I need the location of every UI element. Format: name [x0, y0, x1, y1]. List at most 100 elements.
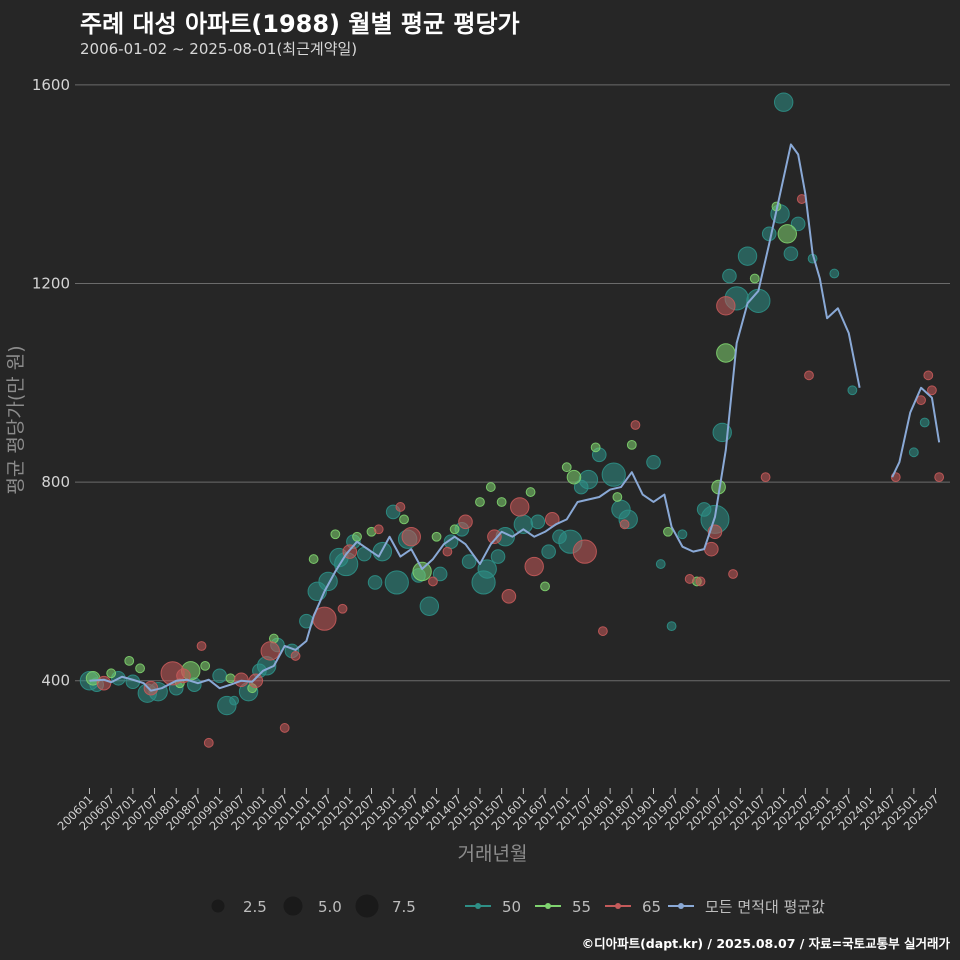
size-legend-dot: [355, 894, 379, 918]
legend: 2.5 5.0 7.5 50 55 65 모든 면적대 평균값: [211, 894, 825, 918]
data-point-65: [395, 502, 406, 512]
data-point-55: [496, 497, 507, 507]
data-point-55: [749, 273, 760, 284]
data-point-55: [330, 529, 341, 540]
data-point-65: [695, 576, 706, 587]
data-point-55: [412, 561, 432, 582]
data-point-55: [612, 492, 623, 502]
data-point-55: [475, 497, 485, 507]
data-point-55: [135, 663, 145, 674]
data-point-50: [908, 447, 919, 458]
source-credit: ©디아파트(dapt.kr) / 2025.08.07 / 자료=국토교통부 실…: [581, 936, 950, 951]
y-tick-label: 400: [41, 672, 70, 690]
data-point-55: [225, 673, 236, 684]
data-point-50: [432, 566, 448, 582]
data-point-65: [684, 574, 695, 584]
data-point-65: [760, 472, 771, 483]
data-point-55: [308, 554, 319, 564]
data-point-50: [530, 514, 546, 530]
data-point-50: [384, 570, 409, 595]
data-point-65: [728, 569, 738, 579]
data-point-55: [399, 514, 409, 525]
data-point-50: [677, 529, 688, 540]
data-point-50: [367, 575, 383, 590]
data-point-65: [428, 576, 438, 587]
data-point-65: [290, 651, 301, 661]
data-point-65: [630, 420, 641, 430]
data-point-65: [716, 296, 736, 316]
data-point-65: [373, 524, 384, 535]
data-point-65: [401, 527, 421, 547]
data-point-50: [477, 559, 497, 579]
data-point-50: [212, 668, 227, 684]
data-point-65: [196, 641, 207, 651]
data-point-50: [761, 226, 777, 242]
data-point-50: [541, 544, 556, 559]
data-point-55: [352, 531, 362, 542]
data-point-55: [449, 524, 460, 535]
data-point-65: [487, 529, 502, 545]
legend-key-dot: [615, 903, 621, 909]
data-point-55: [106, 668, 117, 679]
data-point-65: [442, 546, 453, 557]
data-point-65: [96, 675, 112, 691]
x-axis-ticks: 2006012006072007012007072008012008072009…: [55, 788, 942, 833]
y-tick-label: 1200: [32, 274, 70, 292]
data-point-65: [501, 589, 517, 604]
data-point-65: [927, 385, 937, 396]
legend-key-dot: [678, 903, 684, 909]
legend-label: 모든 면적대 평균값: [705, 898, 825, 916]
data-point-65: [510, 497, 530, 517]
data-point-50: [829, 268, 840, 279]
data-point-50: [578, 469, 599, 490]
data-point-50: [722, 268, 737, 284]
data-point-55: [663, 526, 673, 537]
data-point-50: [513, 514, 534, 535]
y-tick-label: 1600: [32, 76, 70, 94]
size-legend-dot: [283, 896, 303, 916]
average-line: [89, 143, 941, 692]
legend-key-dot: [545, 903, 551, 909]
chart-subtitle: 2006-01-02 ~ 2025-08-01(최근계약일): [80, 40, 358, 58]
data-point-65: [337, 603, 348, 614]
legend-label: 65: [642, 898, 661, 916]
data-point-55: [561, 462, 572, 473]
data-point-50: [773, 92, 794, 112]
data-point-65: [572, 539, 597, 564]
data-point-50: [737, 246, 758, 266]
data-point-55: [777, 224, 797, 244]
data-point-50: [847, 385, 858, 396]
data-point-50: [790, 216, 806, 232]
size-legend-label: 7.5: [392, 898, 416, 916]
x-axis-title: 거래년월: [458, 843, 528, 865]
data-point-55: [540, 581, 550, 592]
data-point-50: [919, 417, 930, 428]
y-axis-title: 평균 평당가(만 원): [5, 345, 27, 494]
data-point-65: [143, 680, 159, 696]
data-point-50: [666, 621, 677, 632]
data-point-65: [203, 737, 214, 748]
legend-label: 55: [572, 898, 591, 916]
chart-title: 주례 대성 아파트(1988) 월별 평균 평당가: [80, 10, 520, 38]
data-points: [79, 92, 945, 748]
data-point-55: [431, 531, 442, 542]
data-point-55: [590, 442, 601, 453]
data-point-50: [490, 549, 506, 564]
data-point-55: [716, 343, 736, 363]
size-legend-label: 5.0: [318, 898, 342, 916]
data-point-55: [485, 482, 496, 492]
average-line-segment: [891, 386, 941, 478]
data-point-65: [804, 370, 814, 381]
legend-label: 50: [502, 898, 521, 916]
data-point-65: [597, 626, 608, 636]
y-axis-ticks: 400 800 1200 1600: [32, 76, 70, 690]
y-tick-label: 800: [41, 473, 70, 491]
size-legend-dot: [211, 899, 225, 913]
data-point-50: [601, 462, 626, 487]
data-point-65: [934, 472, 945, 483]
data-point-50: [229, 695, 239, 706]
legend-key-dot: [475, 903, 481, 909]
data-point-55: [525, 487, 536, 497]
average-line-segment: [89, 143, 861, 692]
